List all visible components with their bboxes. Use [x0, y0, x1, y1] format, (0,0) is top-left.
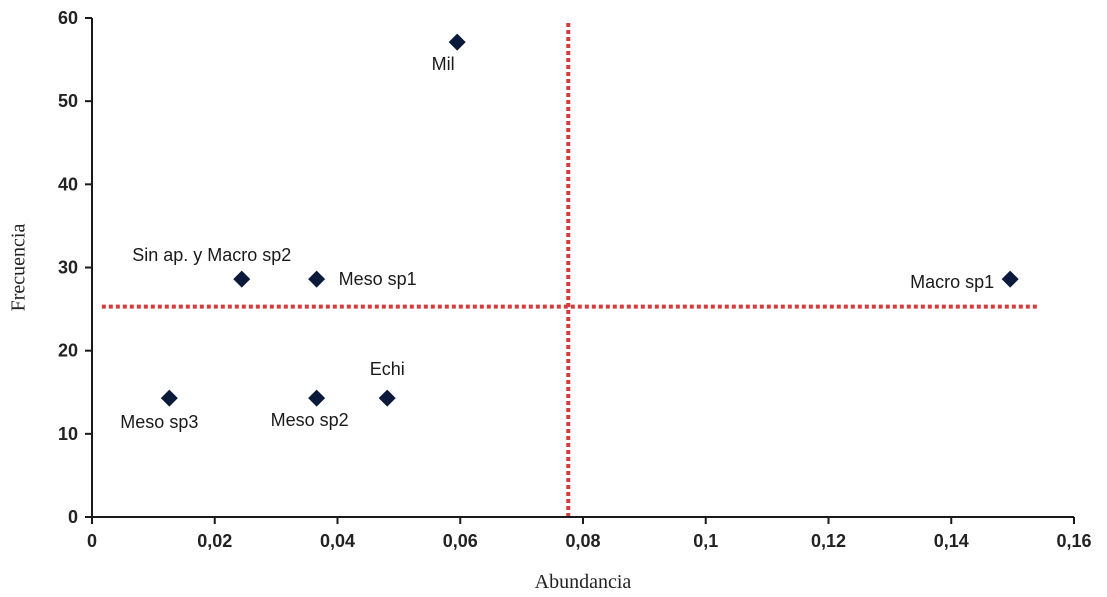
y-tick-label: 20 [58, 341, 78, 361]
y-tick-label: 40 [58, 174, 78, 194]
y-tick-label: 60 [58, 8, 78, 28]
data-point [448, 33, 466, 51]
y-ticks: 0 10 20 30 40 50 60 [58, 8, 92, 527]
x-ticks: 0 0,02 0,04 0,06 0,08 0,1 0,12 0,14 0,16 [87, 517, 1092, 551]
x-tick-label: 0,14 [934, 531, 969, 551]
y-tick-label: 50 [58, 91, 78, 111]
data-label: Meso sp2 [271, 410, 349, 430]
x-tick-label: 0,16 [1056, 531, 1091, 551]
data-label: Sin ap. y Macro sp2 [132, 245, 291, 265]
data-point [378, 389, 396, 407]
data-point [308, 270, 326, 288]
data-labels: Mil Sin ap. y Macro sp2 Meso sp1 Macro sp1 E… [120, 54, 994, 432]
data-points [160, 33, 1019, 407]
axes [91, 18, 1074, 518]
y-tick-label: 10 [58, 424, 78, 444]
data-label: Mil [432, 54, 455, 74]
x-tick-label: 0,12 [811, 531, 846, 551]
data-label: Echi [370, 359, 405, 379]
x-tick-label: 0,1 [693, 531, 718, 551]
x-tick-label: 0,02 [197, 531, 232, 551]
data-label: Meso sp1 [339, 269, 417, 289]
data-point [1001, 270, 1019, 288]
y-tick-label: 0 [68, 507, 78, 527]
data-point [233, 270, 251, 288]
x-axis-title: Abundancia [535, 571, 632, 593]
data-point [308, 389, 326, 407]
data-point [160, 389, 178, 407]
x-tick-label: 0,04 [320, 531, 355, 551]
x-tick-label: 0,06 [443, 531, 478, 551]
data-label: Meso sp3 [120, 412, 198, 432]
x-tick-label: 0,08 [565, 531, 600, 551]
y-tick-label: 30 [58, 258, 78, 278]
y-axis-title: Frecuencia [8, 224, 30, 312]
x-tick-label: 0 [87, 531, 97, 551]
data-label: Macro sp1 [910, 272, 994, 292]
reference-lines [101, 22, 1040, 517]
